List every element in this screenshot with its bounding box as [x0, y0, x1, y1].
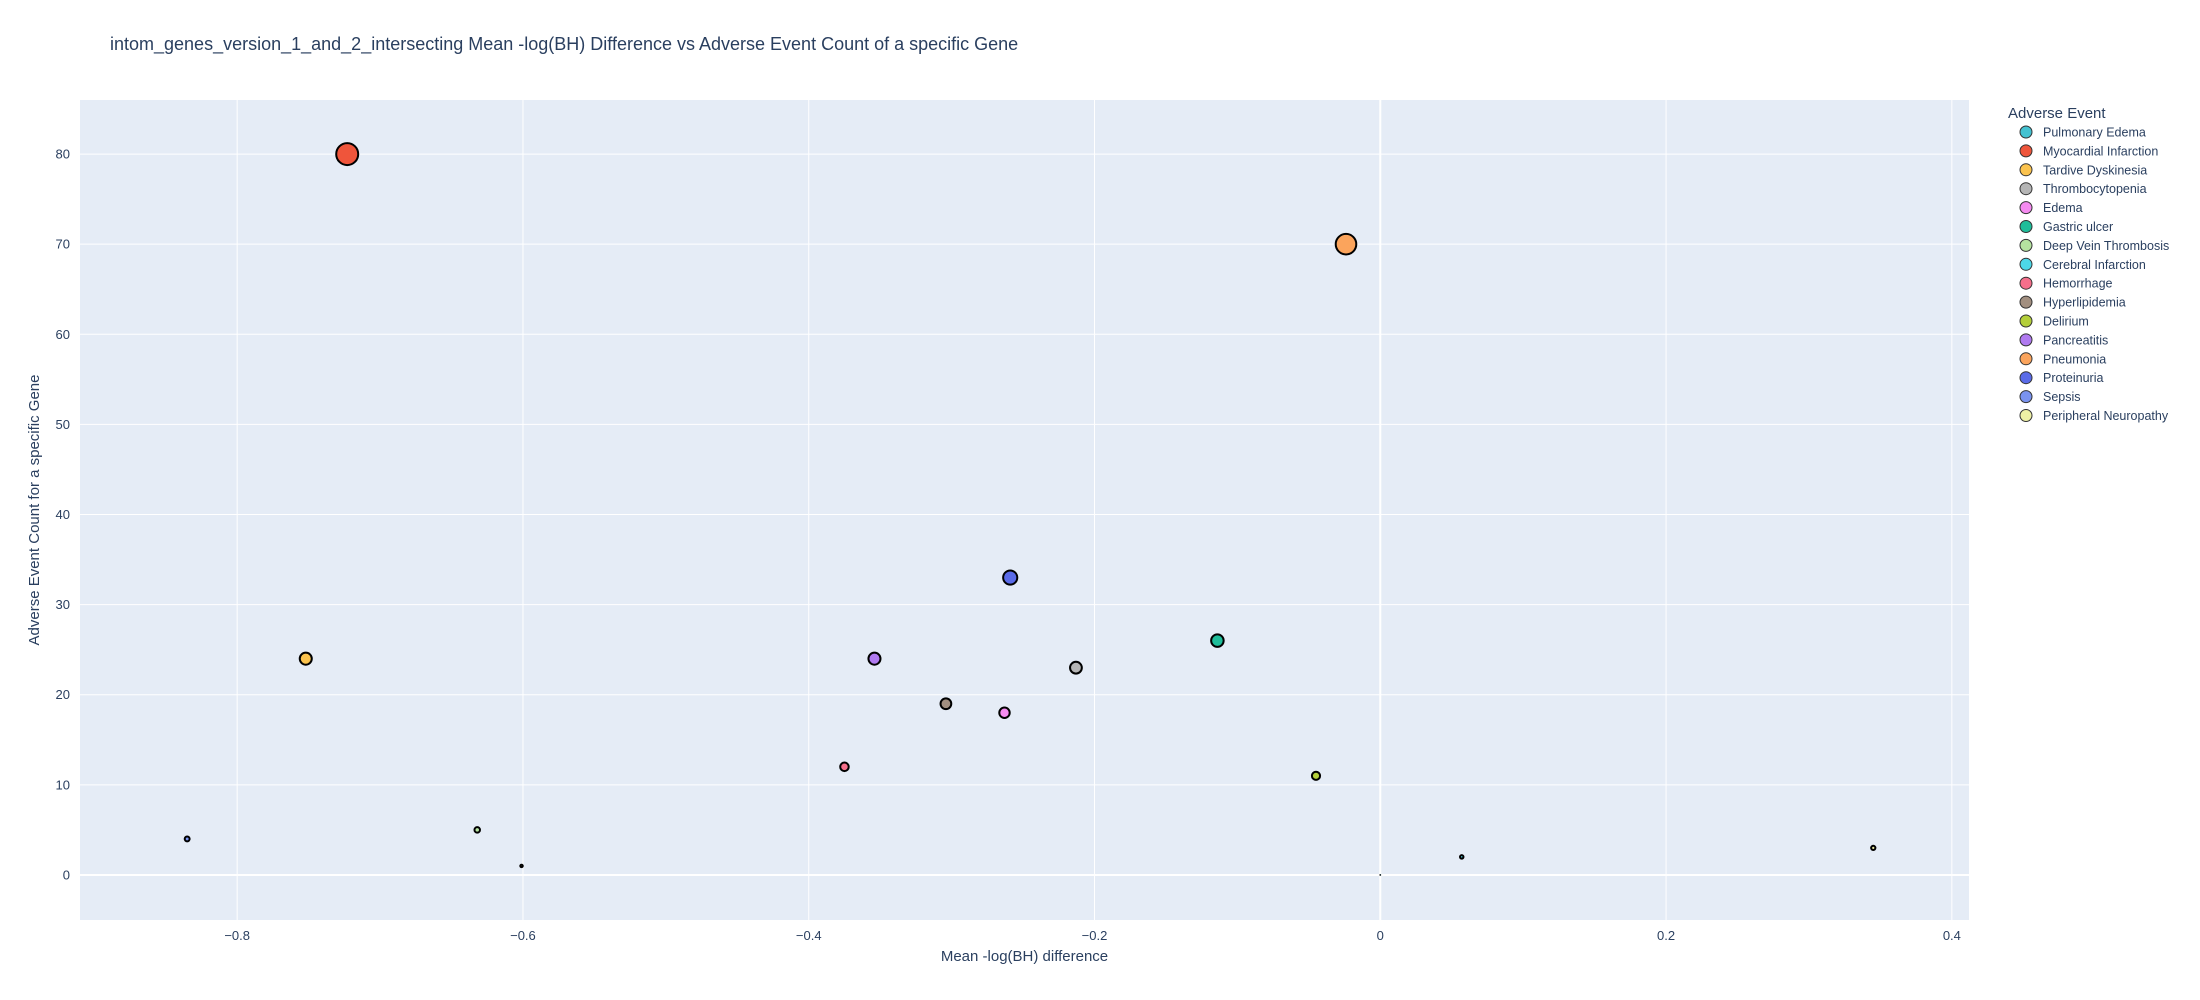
x-tick-label: −0.2: [1082, 928, 1108, 943]
legend-item[interactable]: Peripheral Neuropathy: [2019, 409, 2169, 423]
x-tick-label: 0: [1377, 928, 1384, 943]
legend-item[interactable]: Pneumonia: [2019, 352, 2106, 366]
legend-label: Cerebral Infarction: [2043, 258, 2146, 272]
legend-marker: [2019, 163, 2033, 177]
legend-marker: [2019, 295, 2033, 309]
legend-item[interactable]: Sepsis: [2019, 390, 2081, 404]
legend-label: Sepsis: [2043, 390, 2081, 404]
legend-title: Adverse Event: [2008, 105, 2106, 122]
data-point[interactable]: Pulmonary Edema: [1379, 874, 1382, 876]
legend-item[interactable]: Gastric ulcer: [2019, 220, 2113, 234]
y-tick-label: 60: [56, 327, 70, 342]
x-tick-label: −0.8: [224, 928, 250, 943]
y-axis-ticks: 0 10 20 30 40 50 60 70 80: [56, 147, 70, 883]
legend-marker: [2019, 371, 2033, 385]
legend-label: Pancreatitis: [2043, 333, 2108, 347]
plot-area: [80, 100, 1969, 920]
legend-marker: [2019, 220, 2033, 233]
legend-marker: [2019, 390, 2033, 404]
data-point[interactable]: Hyperlipidemia: [939, 697, 953, 711]
x-tick-label: −0.6: [510, 928, 536, 943]
legend-marker: [2019, 276, 2033, 290]
legend-label: Gastric ulcer: [2043, 220, 2113, 234]
legend-label: Tardive Dyskinesia: [2043, 163, 2147, 177]
legend-label: Hyperlipidemia: [2043, 296, 2126, 310]
grid-lines: [80, 100, 1969, 920]
legend-marker: [2019, 144, 2033, 158]
y-tick-label: 50: [56, 417, 70, 432]
legend-item[interactable]: Hemorrhage: [2019, 276, 2113, 291]
data-point[interactable]: Thrombocytopenia: [1069, 660, 1083, 675]
legend-label: Proteinuria: [2043, 371, 2103, 385]
legend-marker: [2019, 409, 2033, 422]
data-point[interactable]: Pancreatitis: [867, 651, 882, 666]
data-point[interactable]: Proteinuria: [1002, 569, 1019, 586]
legend-label: Thrombocytopenia: [2043, 182, 2147, 196]
y-tick-label: 30: [56, 597, 70, 612]
legend-marker: [2019, 125, 2033, 139]
data-point[interactable]: Pneumonia: [1334, 232, 1358, 256]
legend-item[interactable]: Thrombocytopenia: [2019, 182, 2147, 196]
legend-marker: [2019, 238, 2033, 252]
data-point[interactable]: Hemorrhage: [839, 761, 850, 773]
legend-marker: [2019, 257, 2033, 271]
data-point[interactable]: Myocardial Infarction: [335, 142, 360, 167]
y-tick-label: 0: [63, 867, 70, 882]
y-tick-label: 70: [56, 237, 70, 252]
data-point[interactable]: Deep Vein Thrombosis: [473, 826, 481, 834]
legend-item[interactable]: Edema: [2019, 201, 2083, 215]
chart-title: intom_genes_version_1_and_2_intersecting…: [110, 34, 1018, 55]
data-point[interactable]: Peripheral Neuropathy: [519, 863, 524, 869]
x-axis-ticks: −0.8 −0.6 −0.4 −0.2 0 0.2 0.4: [224, 928, 1961, 943]
data-point[interactable]: Delirium: [1310, 770, 1322, 781]
y-tick-label: 20: [56, 687, 70, 702]
legend-item[interactable]: Pancreatitis: [2019, 333, 2108, 347]
legend-item[interactable]: Hyperlipidemia: [2019, 295, 2126, 310]
legend-item[interactable]: Tardive Dyskinesia: [2019, 163, 2147, 177]
y-axis-title: Adverse Event Count for a specific Gene: [26, 375, 43, 646]
legend-marker: [2019, 201, 2033, 215]
legend-label: Pneumonia: [2043, 352, 2106, 366]
legend-item[interactable]: Myocardial Infarction: [2019, 144, 2158, 158]
data-points: Myocardial Infarction Pneumonia Proteinuri…: [183, 142, 1877, 876]
legend-label: Delirium: [2043, 315, 2089, 329]
data-point[interactable]: Peripheral Neuropathy: [1870, 844, 1877, 852]
legend-marker: [2019, 333, 2033, 347]
legend-item[interactable]: Proteinuria: [2019, 371, 2103, 385]
legend-label: Pulmonary Edema: [2043, 126, 2146, 140]
x-axis-title: Mean -log(BH) difference: [941, 948, 1108, 965]
legend-label: Hemorrhage: [2043, 277, 2113, 291]
y-tick-label: 40: [56, 507, 70, 522]
x-tick-label: −0.4: [796, 928, 822, 943]
legend-item[interactable]: Pulmonary Edema: [2019, 125, 2146, 140]
x-tick-label: 0.4: [1943, 928, 1961, 943]
legend-marker: [2019, 182, 2033, 196]
x-tick-label: 0.2: [1657, 928, 1675, 943]
legend-item[interactable]: Cerebral Infarction: [2019, 257, 2146, 272]
data-point[interactable]: Cerebral Infarction: [1459, 854, 1465, 860]
y-tick-label: 10: [56, 777, 70, 792]
legend: Adverse Event Pulmonary Edema Myocardial …: [2008, 105, 2169, 423]
legend-label: Myocardial Infarction: [2043, 144, 2158, 158]
data-point[interactable]: Sepsis: [183, 835, 191, 843]
data-point[interactable]: Tardive Dyskinesia: [298, 651, 313, 666]
legend-item[interactable]: Deep Vein Thrombosis: [2019, 238, 2169, 253]
y-tick-label: 80: [56, 147, 70, 162]
legend-label: Peripheral Neuropathy: [2043, 409, 2169, 423]
legend-label: Edema: [2043, 201, 2083, 215]
data-point[interactable]: Gastric ulcer: [1210, 633, 1225, 648]
data-point[interactable]: Edema: [998, 706, 1011, 719]
legend-marker: [2019, 352, 2033, 366]
legend-item[interactable]: Delirium: [2019, 314, 2089, 329]
legend-marker: [2019, 314, 2033, 328]
legend-label: Deep Vein Thrombosis: [2043, 239, 2169, 253]
